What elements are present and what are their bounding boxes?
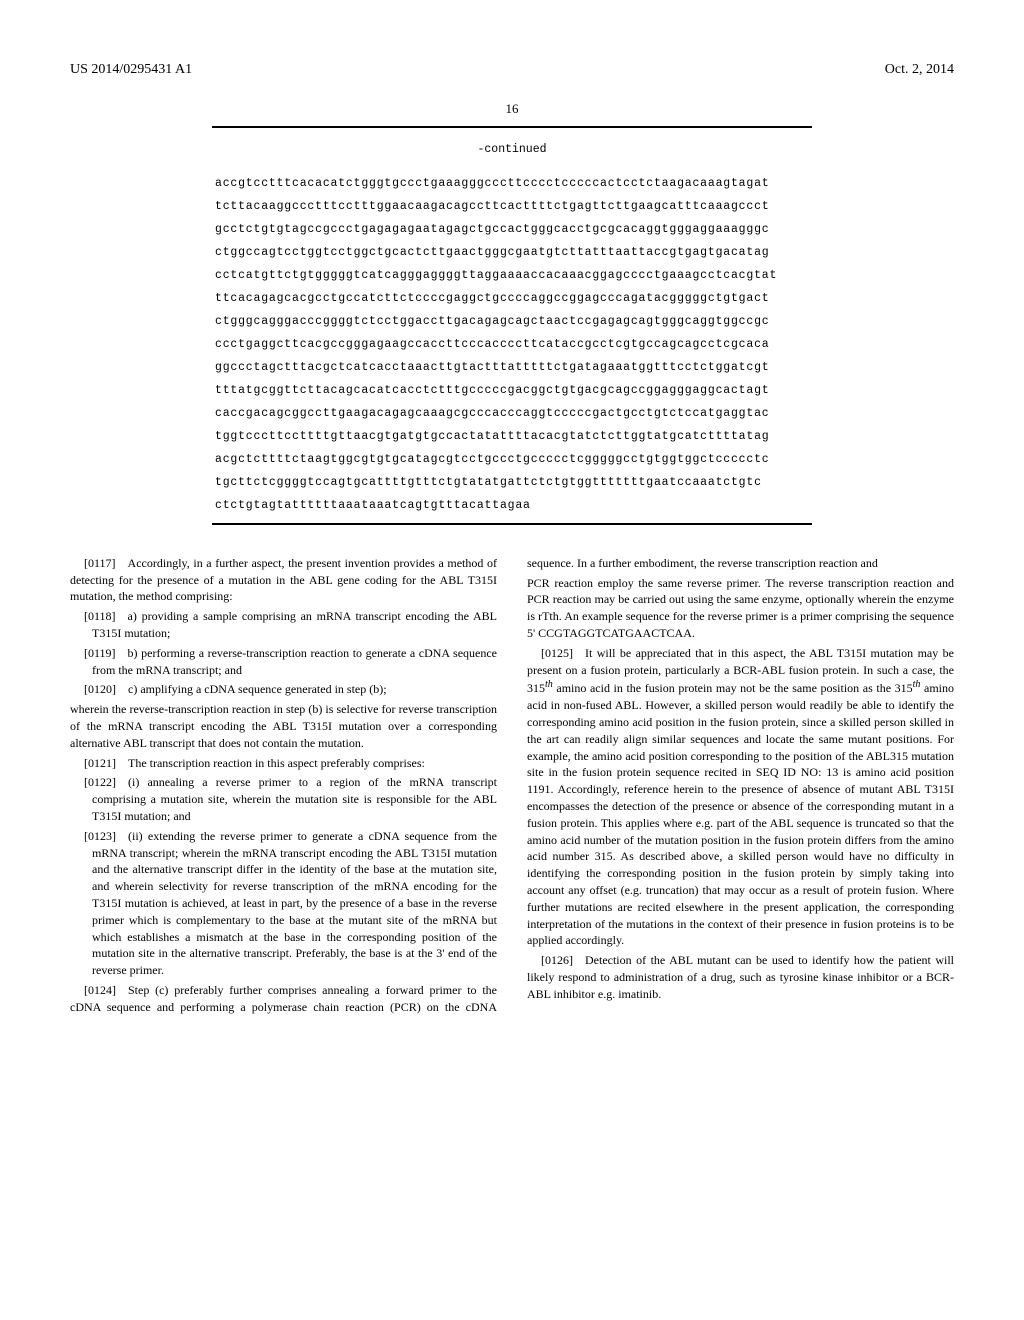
para-0124b: PCR reaction employ the same reverse pri…	[527, 575, 954, 642]
sequence-line: ctggccagtcctggtcctggctgcactcttgaactgggcg…	[215, 241, 809, 264]
para-0125: [0125] It will be appreciated that in th…	[527, 645, 954, 949]
sequence-line: ctctgtagtattttttaaataaatcagtgtttacattaga…	[215, 494, 809, 517]
sequence-line: gcctctgtgtagccgccctgagagagaatagagctgccac…	[215, 218, 809, 241]
sequence-line: ggccctagctttacgctcatcacctaaacttgtactttat…	[215, 356, 809, 379]
sequence-line: tggtcccttccttttgttaacgtgatgtgccactatattt…	[215, 425, 809, 448]
continued-label: -continued	[215, 142, 809, 158]
para-0118: [0118] a) providing a sample comprising …	[70, 608, 497, 642]
sequence-line: cctcatgttctgtgggggtcatcagggaggggttaggaaa…	[215, 264, 809, 287]
para-0125-b: amino acid in the fusion protein may not…	[553, 681, 913, 695]
ordinal-th: th	[545, 679, 553, 690]
sequence-line: ttcacagagcacgcctgccatcttctccccgaggctgccc…	[215, 287, 809, 310]
publication-number: US 2014/0295431 A1	[70, 60, 192, 80]
sequence-line: acgctcttttctaagtggcgtgtgcatagcgtcctgccct…	[215, 448, 809, 471]
body-columns: [0117] Accordingly, in a further aspect,…	[70, 555, 954, 1016]
para-0123: [0123] (ii) extending the reverse primer…	[70, 828, 497, 979]
para-0122: [0122] (i) annealing a reverse primer to…	[70, 774, 497, 824]
sequence-line: ccctgaggcttcacgccgggagaagccaccttcccacccc…	[215, 333, 809, 356]
sequence-line: accgtcctttcacacatctgggtgccctgaaagggccctt…	[215, 172, 809, 195]
para-0125-c: amino acid in non-fused ABL. However, a …	[527, 681, 954, 947]
sequence-block: -continued accgtcctttcacacatctgggtgccctg…	[212, 126, 812, 525]
para-0126: [0126] Detection of the ABL mutant can b…	[527, 952, 954, 1002]
para-0120: [0120] c) amplifying a cDNA sequence gen…	[70, 681, 497, 698]
sequence-line: tgcttctcggggtccagtgcattttgtttctgtatatgat…	[215, 471, 809, 494]
sequence-line: tttatgcggttcttacagcacatcacctctttgcccccga…	[215, 379, 809, 402]
para-0119: [0119] b) performing a reverse-transcrip…	[70, 645, 497, 679]
publication-date: Oct. 2, 2014	[885, 60, 954, 80]
sequence-line: caccgacagcggccttgaagacagagcaaagcgcccaccc…	[215, 402, 809, 425]
para-0117: [0117] Accordingly, in a further aspect,…	[70, 555, 497, 605]
para-0120-tail: wherein the reverse-transcription reacti…	[70, 701, 497, 751]
sequence-line: ctgggcagggacccggggtctcctggaccttgacagagca…	[215, 310, 809, 333]
page-number: 16	[70, 100, 954, 118]
sequence-line: tcttacaaggccctttcctttggaacaagacagccttcac…	[215, 195, 809, 218]
para-0121: [0121] The transcription reaction in thi…	[70, 755, 497, 772]
